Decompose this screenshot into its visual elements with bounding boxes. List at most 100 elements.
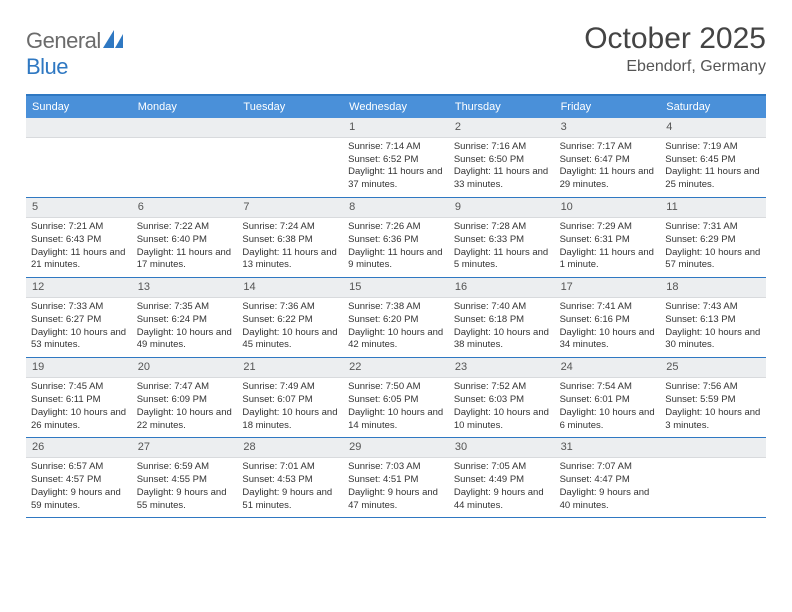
day-number [132, 118, 238, 138]
day-cell: 18 Sunrise: 7:43 AMSunset: 6:13 PMDayligh… [660, 278, 766, 357]
sunrise-text: Sunrise: 7:45 AM [31, 381, 127, 394]
day-cell: 6 Sunrise: 7:22 AMSunset: 6:40 PMDaylight… [132, 198, 238, 277]
day-number: 9 [449, 198, 555, 218]
daylight-text: Daylight: 9 hours and 55 minutes. [137, 487, 233, 513]
sun-info: Sunrise: 7:35 AMSunset: 6:24 PMDaylight:… [137, 301, 233, 352]
day-number: 12 [26, 278, 132, 298]
daylight-text: Daylight: 10 hours and 22 minutes. [137, 407, 233, 433]
day-cell: 12 Sunrise: 7:33 AMSunset: 6:27 PMDayligh… [26, 278, 132, 357]
day-header: Saturday [660, 96, 766, 118]
daylight-text: Daylight: 11 hours and 33 minutes. [454, 166, 550, 192]
sun-info: Sunrise: 7:16 AMSunset: 6:50 PMDaylight:… [454, 141, 550, 192]
daylight-text: Daylight: 10 hours and 53 minutes. [31, 327, 127, 353]
week-row: 1Sunrise: 7:14 AMSunset: 6:52 PMDaylight… [26, 118, 766, 198]
day-cell: 17Sunrise: 7:41 AMSunset: 6:16 PMDayligh… [555, 278, 661, 357]
daylight-text: Daylight: 10 hours and 26 minutes. [31, 407, 127, 433]
daylight-text: Daylight: 11 hours and 17 minutes. [137, 247, 233, 273]
day-number: 16 [449, 278, 555, 298]
day-cell: 14 Sunrise: 7:36 AMSunset: 6:22 PMDayligh… [237, 278, 343, 357]
sun-info: Sunrise: 7:21 AMSunset: 6:43 PMDaylight:… [31, 221, 127, 272]
sun-info: Sunrise: 7:38 AMSunset: 6:20 PMDaylight:… [348, 301, 444, 352]
daylight-text: Daylight: 10 hours and 6 minutes. [560, 407, 656, 433]
week-row: 26Sunrise: 6:57 AMSunset: 4:57 PMDayligh… [26, 438, 766, 518]
daylight-text: Daylight: 11 hours and 29 minutes. [560, 166, 656, 192]
sunset-text: Sunset: 6:31 PM [560, 234, 656, 247]
sunrise-text: Sunrise: 7:07 AM [560, 461, 656, 474]
sunrise-text: Sunrise: 7:33 AM [31, 301, 127, 314]
sunset-text: Sunset: 4:57 PM [31, 474, 127, 487]
day-cell [660, 438, 766, 517]
month-title: October 2025 [584, 22, 766, 56]
sun-info: Sunrise: 7:22 AMSunset: 6:40 PMDaylight:… [137, 221, 233, 272]
day-number: 11 [660, 198, 766, 218]
sunset-text: Sunset: 6:05 PM [348, 394, 444, 407]
logo-text-blue: Blue [26, 54, 68, 79]
day-number: 25 [660, 358, 766, 378]
day-cell: 2Sunrise: 7:16 AMSunset: 6:50 PMDaylight… [449, 118, 555, 197]
sun-info: Sunrise: 7:28 AMSunset: 6:33 PMDaylight:… [454, 221, 550, 272]
day-number: 19 [26, 358, 132, 378]
sunrise-text: Sunrise: 7:41 AM [560, 301, 656, 314]
day-number: 18 [660, 278, 766, 298]
sunrise-text: Sunrise: 7:17 AM [560, 141, 656, 154]
day-cell: 11Sunrise: 7:31 AMSunset: 6:29 PMDayligh… [660, 198, 766, 277]
daylight-text: Daylight: 9 hours and 47 minutes. [348, 487, 444, 513]
sunrise-text: Sunrise: 7:43 AM [665, 301, 761, 314]
sunrise-text: Sunrise: 7:50 AM [348, 381, 444, 394]
sun-info: Sunrise: 7:33 AMSunset: 6:27 PMDaylight:… [31, 301, 127, 352]
sunset-text: Sunset: 6:22 PM [242, 314, 338, 327]
title-block: October 2025 Ebendorf, Germany [584, 22, 766, 76]
sun-info: Sunrise: 7:03 AMSunset: 4:51 PMDaylight:… [348, 461, 444, 512]
week-row: 5Sunrise: 7:21 AMSunset: 6:43 PMDaylight… [26, 198, 766, 278]
sunrise-text: Sunrise: 7:38 AM [348, 301, 444, 314]
daylight-text: Daylight: 10 hours and 45 minutes. [242, 327, 338, 353]
daylight-text: Daylight: 10 hours and 14 minutes. [348, 407, 444, 433]
sunrise-text: Sunrise: 7:52 AM [454, 381, 550, 394]
sunset-text: Sunset: 6:07 PM [242, 394, 338, 407]
sun-info: Sunrise: 7:17 AMSunset: 6:47 PMDaylight:… [560, 141, 656, 192]
sunset-text: Sunset: 6:01 PM [560, 394, 656, 407]
sunset-text: Sunset: 4:51 PM [348, 474, 444, 487]
week-row: 19Sunrise: 7:45 AMSunset: 6:11 PMDayligh… [26, 358, 766, 438]
calendar: SundayMondayTuesdayWednesdayThursdayFrid… [26, 94, 766, 518]
daylight-text: Daylight: 10 hours and 30 minutes. [665, 327, 761, 353]
sun-info: Sunrise: 7:29 AMSunset: 6:31 PMDaylight:… [560, 221, 656, 272]
daylight-text: Daylight: 9 hours and 40 minutes. [560, 487, 656, 513]
day-number: 6 [132, 198, 238, 218]
sunrise-text: Sunrise: 7:29 AM [560, 221, 656, 234]
day-number: 22 [343, 358, 449, 378]
day-header: Thursday [449, 96, 555, 118]
sun-info: Sunrise: 7:01 AMSunset: 4:53 PMDaylight:… [242, 461, 338, 512]
sun-info: Sunrise: 7:50 AMSunset: 6:05 PMDaylight:… [348, 381, 444, 432]
day-cell [132, 118, 238, 197]
day-cell: 9 Sunrise: 7:28 AMSunset: 6:33 PMDaylight… [449, 198, 555, 277]
sunset-text: Sunset: 6:38 PM [242, 234, 338, 247]
day-number: 4 [660, 118, 766, 138]
sunset-text: Sunset: 6:24 PM [137, 314, 233, 327]
sun-info: Sunrise: 7:45 AMSunset: 6:11 PMDaylight:… [31, 381, 127, 432]
location: Ebendorf, Germany [584, 58, 766, 76]
sun-info: Sunrise: 7:43 AMSunset: 6:13 PMDaylight:… [665, 301, 761, 352]
sunset-text: Sunset: 6:11 PM [31, 394, 127, 407]
sun-info: Sunrise: 7:54 AMSunset: 6:01 PMDaylight:… [560, 381, 656, 432]
sun-info: Sunrise: 7:36 AMSunset: 6:22 PMDaylight:… [242, 301, 338, 352]
sunrise-text: Sunrise: 7:16 AM [454, 141, 550, 154]
day-number: 7 [237, 198, 343, 218]
day-number: 27 [132, 438, 238, 458]
day-number: 3 [555, 118, 661, 138]
sunset-text: Sunset: 6:16 PM [560, 314, 656, 327]
sun-info: Sunrise: 7:40 AMSunset: 6:18 PMDaylight:… [454, 301, 550, 352]
daylight-text: Daylight: 11 hours and 37 minutes. [348, 166, 444, 192]
daylight-text: Daylight: 11 hours and 9 minutes. [348, 247, 444, 273]
day-cell [26, 118, 132, 197]
sunrise-text: Sunrise: 7:22 AM [137, 221, 233, 234]
sunrise-text: Sunrise: 7:01 AM [242, 461, 338, 474]
day-cell: 16 Sunrise: 7:40 AMSunset: 6:18 PMDayligh… [449, 278, 555, 357]
day-cell: 28Sunrise: 7:01 AMSunset: 4:53 PMDayligh… [237, 438, 343, 517]
day-header: Sunday [26, 96, 132, 118]
daylight-text: Daylight: 10 hours and 34 minutes. [560, 327, 656, 353]
day-cell: 29Sunrise: 7:03 AMSunset: 4:51 PMDayligh… [343, 438, 449, 517]
day-cell: 13Sunrise: 7:35 AMSunset: 6:24 PMDayligh… [132, 278, 238, 357]
day-number: 14 [237, 278, 343, 298]
sun-info: Sunrise: 7:19 AMSunset: 6:45 PMDaylight:… [665, 141, 761, 192]
